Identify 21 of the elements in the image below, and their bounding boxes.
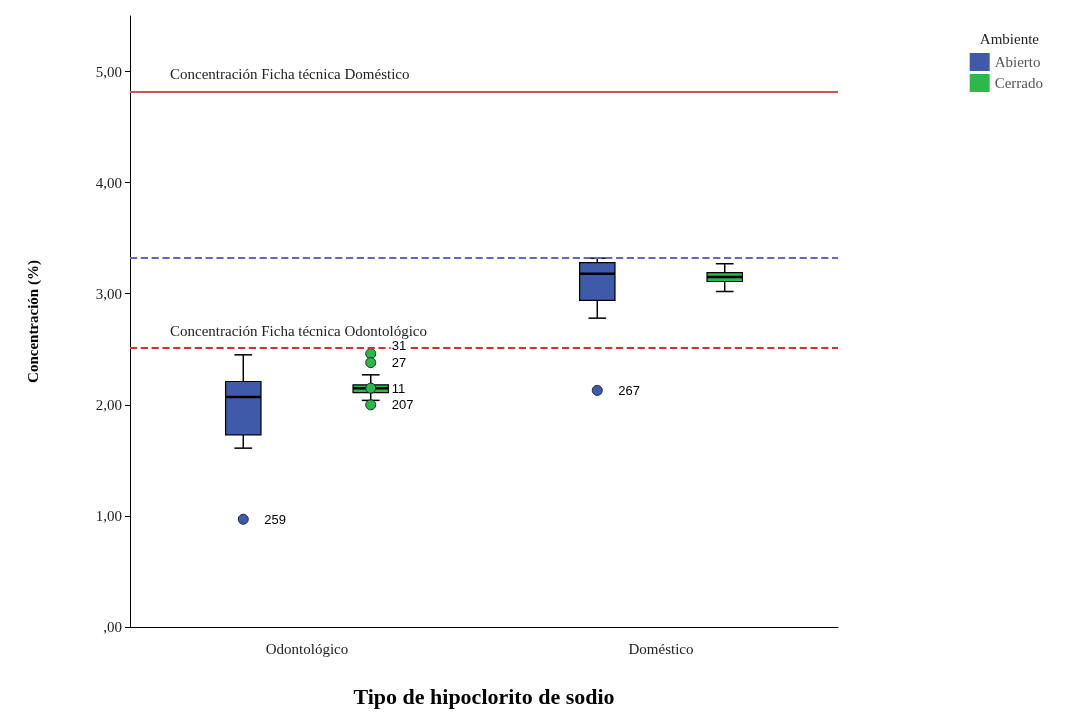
x-tick-label: Doméstico: [628, 640, 694, 657]
y-tick-label: 5,00: [95, 63, 122, 80]
y-tick-label: 3,00: [95, 285, 122, 302]
y-axis-title: Concentración (%): [24, 260, 42, 383]
annotation: 267: [618, 382, 640, 398]
legend-title: Ambiente: [979, 30, 1040, 47]
ref-line-label: Concentración Ficha técnica Doméstico: [170, 66, 410, 83]
annotation: 31: [391, 338, 407, 354]
legend-label: Abierto: [994, 54, 1041, 70]
annotation: 27: [391, 355, 407, 371]
y-tick-label: 1,00: [95, 507, 122, 524]
annotation: 11: [391, 380, 406, 396]
x-tick-label: Odontológico: [265, 640, 349, 657]
ref-line-label: Concentración Ficha técnica Odontológico: [170, 322, 427, 339]
y-tick-label: 4,00: [95, 174, 122, 191]
x-axis-title: Tipo de hipoclorito de sodio: [353, 683, 615, 709]
legend-label: Cerrado: [994, 75, 1043, 91]
annotation: 259: [264, 511, 286, 527]
y-tick-label: ,00: [103, 619, 122, 635]
annotation: 207: [391, 397, 414, 413]
y-tick-label: 2,00: [95, 396, 122, 413]
